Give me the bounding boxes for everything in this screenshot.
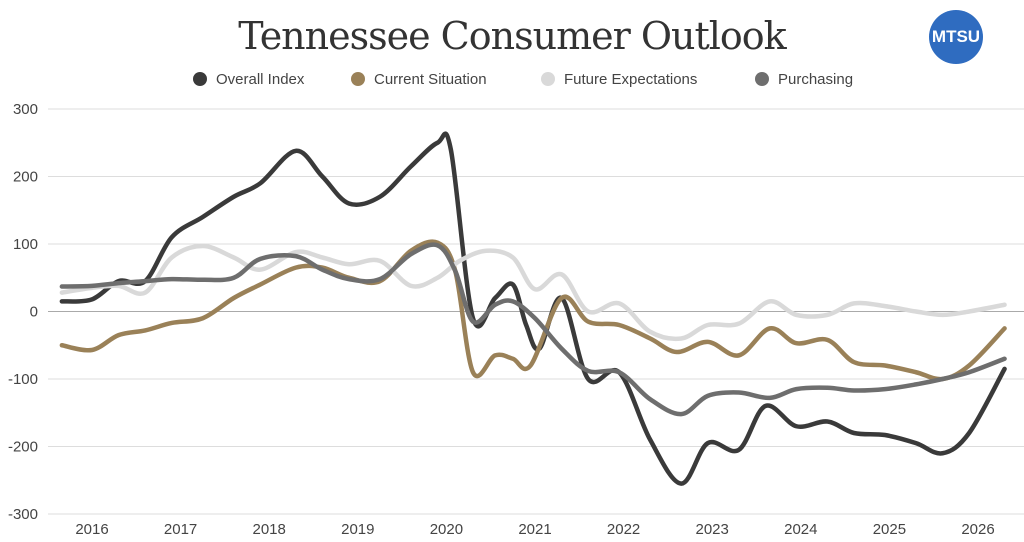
y-tick-label: 0 <box>30 304 38 321</box>
legend-label: Future Expectations <box>564 71 697 88</box>
y-tick-label: 100 <box>13 236 38 253</box>
legend-label: Current Situation <box>374 71 487 88</box>
x-tick-label: 2022 <box>607 521 640 538</box>
x-tick-label: 2024 <box>784 521 817 538</box>
series-line-current-situation <box>59 239 1007 382</box>
x-tick-label: 2025 <box>873 521 906 538</box>
mtsu-logo: MTSU <box>929 10 983 64</box>
series-line-overall-index <box>59 131 1007 486</box>
legend-marker <box>351 72 365 86</box>
x-tick-label: 2016 <box>75 521 108 538</box>
y-tick-label: -100 <box>8 371 38 388</box>
x-tick-label: 2026 <box>961 521 994 538</box>
x-tick-label: 2021 <box>518 521 551 538</box>
y-tick-label: -200 <box>8 439 38 456</box>
y-tick-label: 200 <box>13 169 38 186</box>
legend-label: Overall Index <box>216 71 305 88</box>
chart-title: Tennessee Consumer Outlook <box>238 14 786 58</box>
x-tick-label: 2017 <box>164 521 197 538</box>
series-line-future-expectations <box>59 243 1007 342</box>
legend-marker <box>755 72 769 86</box>
legend-marker <box>193 72 207 86</box>
series-line-purchasing <box>59 242 1007 417</box>
y-tick-label: -300 <box>8 506 38 523</box>
x-tick-label: 2019 <box>341 521 374 538</box>
x-tick-label: 2023 <box>696 521 729 538</box>
y-tick-label: 300 <box>13 101 38 118</box>
legend-marker <box>541 72 555 86</box>
legend-label: Purchasing <box>778 71 853 88</box>
x-tick-label: 2018 <box>253 521 286 538</box>
x-tick-label: 2020 <box>430 521 463 538</box>
